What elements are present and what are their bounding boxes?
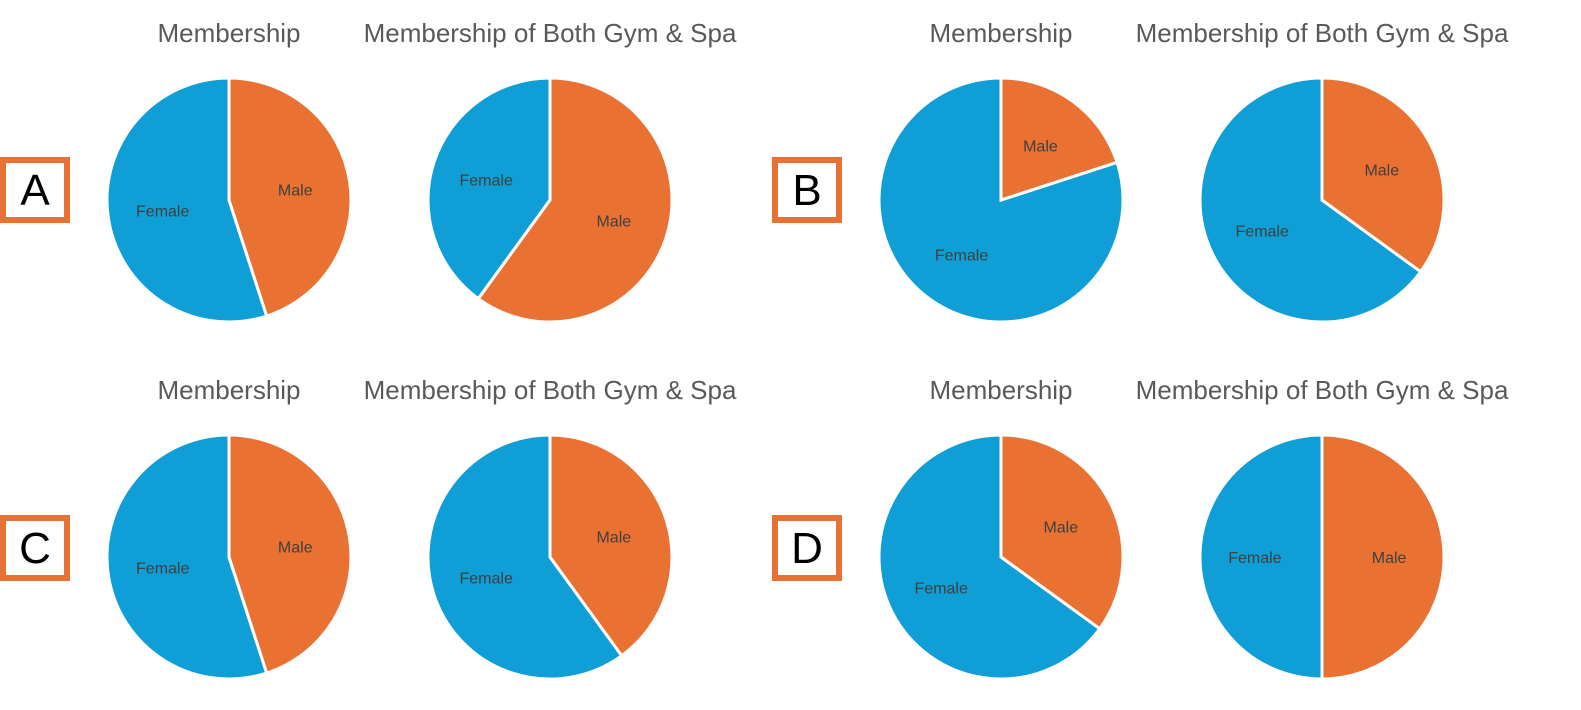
female-slice-label: Female: [915, 580, 968, 597]
option-a-marker: A: [0, 157, 70, 223]
female-slice: [1198, 433, 1324, 681]
female-slice-label: Female: [136, 203, 189, 220]
option-letter: A: [20, 166, 50, 215]
pie-chart-c-membership: Membership Female Male: [105, 375, 353, 681]
pie-chart-d-both: Membership of Both Gym & Spa Female Male: [1136, 375, 1509, 681]
female-slice-label: Female: [935, 247, 988, 264]
female-slice-label: Female: [460, 571, 513, 588]
chart-title: Membership of Both Gym & Spa: [1136, 375, 1509, 405]
male-slice-label: Male: [1023, 139, 1058, 156]
option-box: [772, 157, 842, 223]
option-letter: D: [791, 524, 823, 573]
male-slice: [1320, 76, 1446, 274]
male-slice: [476, 76, 674, 324]
male-slice: [999, 433, 1125, 631]
option-b-marker: B: [772, 157, 842, 223]
male-slice-label: Male: [278, 540, 313, 557]
option-c-marker: C: [0, 515, 70, 581]
pie-chart-d-membership: Membership Female Male: [877, 375, 1125, 681]
male-slice-label: Male: [596, 529, 631, 546]
pie-chart-b-both: Membership of Both Gym & Spa Female Male: [1136, 18, 1509, 324]
male-slice: [227, 433, 353, 675]
chart-title: Membership of Both Gym & Spa: [364, 375, 737, 405]
chart-title: Membership: [157, 18, 300, 48]
chart-title: Membership: [157, 375, 300, 405]
pie-chart-a-membership: Membership Female Male: [105, 18, 353, 324]
female-slice-label: Female: [1228, 550, 1281, 567]
pie-chart-b-membership: Membership Female Male: [877, 18, 1125, 324]
male-slice-label: Male: [1043, 520, 1078, 537]
female-slice-label: Female: [1236, 223, 1289, 240]
female-slice-label: Female: [460, 172, 513, 189]
female-slice-label: Female: [136, 560, 189, 577]
pie-chart-a-both: Membership of Both Gym & Spa Female Male: [364, 18, 737, 324]
female-slice: [426, 76, 552, 301]
chart-title: Membership of Both Gym & Spa: [1136, 18, 1509, 48]
option-box: [0, 157, 70, 223]
female-slice: [105, 76, 269, 324]
pie-chart-c-both: Membership of Both Gym & Spa Female Male: [364, 375, 737, 681]
male-slice: [548, 433, 674, 658]
option-letter: B: [792, 166, 821, 215]
female-slice: [1198, 76, 1423, 324]
male-slice-label: Male: [596, 214, 631, 231]
male-slice: [999, 76, 1119, 203]
male-slice: [227, 76, 353, 318]
male-slice: [1320, 433, 1446, 681]
chart-title: Membership: [929, 375, 1072, 405]
female-slice: [105, 433, 269, 681]
chart-title: Membership of Both Gym & Spa: [364, 18, 737, 48]
option-letter: C: [19, 524, 51, 573]
male-slice-label: Male: [1372, 550, 1407, 567]
option-box: [772, 515, 842, 581]
option-d-marker: D: [772, 515, 842, 581]
male-slice-label: Male: [1364, 163, 1399, 180]
male-slice-label: Male: [278, 183, 313, 200]
female-slice: [426, 433, 624, 681]
option-box: [0, 515, 70, 581]
chart-title: Membership: [929, 18, 1072, 48]
female-slice: [877, 433, 1102, 681]
